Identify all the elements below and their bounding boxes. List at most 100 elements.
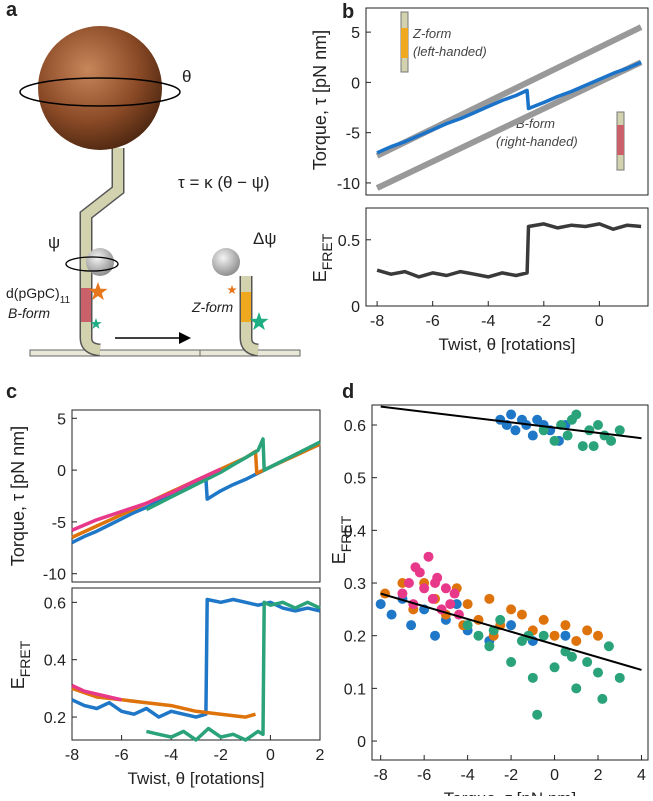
y-tick-label: 0 (357, 734, 366, 751)
x-tick-label: -2 (537, 313, 551, 330)
y-tick-label: -10 (337, 176, 360, 193)
y-axis-label: EFRET (8, 640, 33, 689)
data-point (577, 441, 588, 452)
panel-label: d (342, 381, 354, 403)
data-point (406, 620, 417, 631)
y-tick-label: 5 (351, 25, 360, 42)
delta-psi: Δψ (253, 229, 276, 248)
x-tick-label: -8 (65, 747, 79, 764)
y-axis-label-text: Torque, τ [pN nm] (310, 30, 330, 170)
data-line (376, 60, 642, 155)
data-point (403, 578, 414, 589)
y-axis-label-text: E (329, 552, 349, 564)
plot-frame (71, 409, 321, 583)
tether (81, 148, 123, 355)
acceptor-star (90, 318, 102, 329)
data-point (582, 625, 593, 636)
y-axis-label-subscript: FRET (17, 640, 33, 677)
data-point (593, 667, 604, 678)
surface (29, 349, 201, 357)
x-axis-label: Twist, θ [rotations] (439, 335, 576, 354)
y-tick-label: -5 (346, 126, 360, 143)
x-axis-label: Torque, τ [pN nm] (444, 789, 576, 796)
data-point (375, 599, 386, 610)
data-point (440, 583, 451, 594)
y-tick-label: 0.6 (44, 595, 66, 612)
y-tick-label: 0.1 (344, 681, 366, 698)
data-point (462, 620, 473, 631)
rotor-bead-2 (212, 248, 240, 276)
data-point (410, 562, 421, 573)
data-point (560, 630, 571, 641)
data-point (386, 609, 397, 620)
y-axis-label-text: E (8, 677, 28, 689)
data-point (506, 604, 517, 615)
data-point (566, 651, 577, 662)
data-point (571, 635, 582, 646)
data-point (510, 425, 521, 436)
y-tick-label: 0.5 (344, 471, 366, 488)
x-tick-label: 2 (316, 747, 325, 764)
data-point (588, 441, 599, 452)
y-tick-label: 0.4 (44, 653, 66, 670)
panel-a-diagram: θ τ = κ (θ − ψ) ψ Δψ d(pGpC)11 B-form Z-… (6, 26, 301, 357)
data-point (516, 609, 527, 620)
data-point (427, 593, 438, 604)
data-point (593, 420, 604, 431)
y-axis-label: Torque, τ [pN nm] (310, 30, 330, 170)
data-point (484, 641, 495, 652)
data-line (71, 686, 256, 719)
data-point (582, 657, 593, 668)
y-tick-label: 5 (57, 411, 66, 428)
data-line (145, 437, 321, 512)
b-form-segment (81, 288, 91, 322)
y-tick-label: 0.5 (338, 233, 360, 250)
equation: τ = κ (θ − ψ) (178, 173, 270, 192)
data-point (597, 693, 608, 704)
data-point (571, 683, 582, 694)
data-point (538, 614, 549, 625)
data-point (495, 614, 506, 625)
y-axis-label-text: Torque, τ [pN nm] (8, 426, 28, 566)
x-tick-label: 0 (595, 313, 604, 330)
donor-star-2 (227, 285, 237, 295)
data-point (532, 709, 543, 720)
plot-frame (365, 207, 649, 307)
y-tick-label: -5 (52, 515, 66, 532)
donor-star (88, 282, 108, 301)
data-point (527, 672, 538, 683)
data-point (397, 588, 408, 599)
x-tick-label: 4 (637, 767, 646, 784)
y-tick-label: 0 (57, 463, 66, 480)
x-tick-label: -2 (214, 747, 228, 764)
data-point (549, 435, 560, 446)
data-point (614, 425, 625, 436)
plot-frame (365, 7, 649, 196)
y-tick-label: 0.4 (344, 523, 366, 540)
data-point (538, 425, 549, 436)
plot-frame (371, 404, 649, 761)
y-axis-label: EFRET (310, 233, 335, 282)
rotation-arrow (19, 77, 181, 107)
acceptor-star-2 (249, 312, 269, 331)
data-point (606, 435, 617, 446)
panel-label: a (6, 0, 18, 21)
data-point (549, 630, 560, 641)
data-point (549, 662, 560, 673)
sequence: d(pGpC)11 (6, 285, 71, 306)
data-point (527, 430, 538, 441)
y-axis-label: EFRET (329, 515, 354, 564)
y-tick-label: 0.6 (344, 418, 366, 435)
x-tick-label: -8 (370, 313, 384, 330)
y-tick-label: -10 (43, 567, 66, 584)
z-form-icon-segment (401, 28, 408, 58)
y-tick-label: 0.3 (344, 576, 366, 593)
data-point (593, 630, 604, 641)
y-tick-label: 0.2 (44, 710, 66, 727)
annotation: (right-handed) (496, 134, 578, 149)
y-axis-label-subscript: FRET (338, 515, 354, 552)
data-point (538, 630, 549, 641)
x-tick-label: 0 (266, 747, 275, 764)
x-tick-label: -2 (504, 767, 518, 784)
